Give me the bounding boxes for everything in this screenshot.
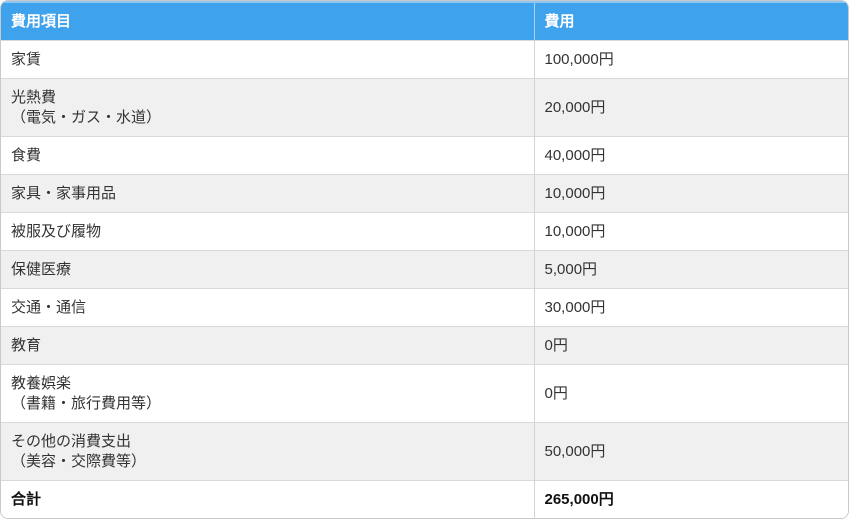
expense-item-cell: 家具・家事用品	[1, 174, 534, 213]
expense-item-label: 教養娯楽	[11, 374, 72, 392]
table-row-food: 食費 40,000円	[1, 136, 848, 175]
expense-value-cell: 40,000円	[533, 136, 848, 175]
expense-item-cell: 交通・通信	[1, 288, 534, 327]
expense-value-cell: 100,000円	[533, 40, 848, 79]
expense-item-cell: 光熱費 （電気・ガス・水道）	[1, 78, 534, 137]
table-row-leisure: 教養娯楽 （書籍・旅行費用等） 0円	[1, 364, 848, 423]
expense-value-cell: 10,000円	[533, 212, 848, 251]
table-header-row: 費用項目 費用	[1, 1, 848, 41]
expense-item-label: 食費	[11, 146, 42, 164]
expense-value-cell: 30,000円	[533, 288, 848, 327]
expense-item-cell: 教養娯楽 （書籍・旅行費用等）	[1, 364, 534, 423]
table-row-furniture: 家具・家事用品 10,000円	[1, 174, 848, 213]
expense-value-cell: 20,000円	[533, 78, 848, 137]
expense-item-sublabel: （美容・交際費等）	[11, 452, 147, 470]
total-value-cell: 265,000円	[533, 480, 848, 518]
expense-item-label: 交通・通信	[11, 298, 87, 316]
expense-item-label: その他の消費支出	[11, 432, 132, 450]
total-row: 合計 265,000円	[1, 480, 848, 518]
expense-value-cell: 10,000円	[533, 174, 848, 213]
header-cell-cost: 費用	[533, 1, 848, 41]
table-row-utilities: 光熱費 （電気・ガス・水道） 20,000円	[1, 78, 848, 137]
expense-value-cell: 0円	[533, 326, 848, 365]
header-cell-item: 費用項目	[1, 1, 534, 41]
expense-value-cell: 50,000円	[533, 422, 848, 481]
expense-item-cell: その他の消費支出 （美容・交際費等）	[1, 422, 534, 481]
expense-item-label: 保健医療	[11, 260, 72, 278]
table-row-transport: 交通・通信 30,000円	[1, 288, 848, 327]
table-row-education: 教育 0円	[1, 326, 848, 365]
expense-item-label: 光熱費	[11, 88, 57, 106]
expense-item-label: 家具・家事用品	[11, 184, 117, 202]
expense-item-cell: 保健医療	[1, 250, 534, 289]
table-row-other: その他の消費支出 （美容・交際費等） 50,000円	[1, 422, 848, 481]
total-label-cell: 合計	[1, 480, 534, 518]
expense-item-sublabel: （書籍・旅行費用等）	[11, 394, 162, 412]
expense-item-sublabel: （電気・ガス・水道）	[11, 108, 162, 126]
table-row-rent: 家賃 100,000円	[1, 40, 848, 79]
expense-item-cell: 教育	[1, 326, 534, 365]
expense-item-label: 教育	[11, 336, 42, 354]
expense-value-cell: 0円	[533, 364, 848, 423]
expense-item-cell: 家賃	[1, 40, 534, 79]
table-row-clothing: 被服及び履物 10,000円	[1, 212, 848, 251]
expense-item-label: 家賃	[11, 50, 42, 68]
expense-item-cell: 食費	[1, 136, 534, 175]
expense-item-cell: 被服及び履物	[1, 212, 534, 251]
table-row-medical: 保健医療 5,000円	[1, 250, 848, 289]
expense-value-cell: 5,000円	[533, 250, 848, 289]
total-label: 合計	[11, 490, 42, 508]
expense-item-label: 被服及び履物	[11, 222, 102, 240]
